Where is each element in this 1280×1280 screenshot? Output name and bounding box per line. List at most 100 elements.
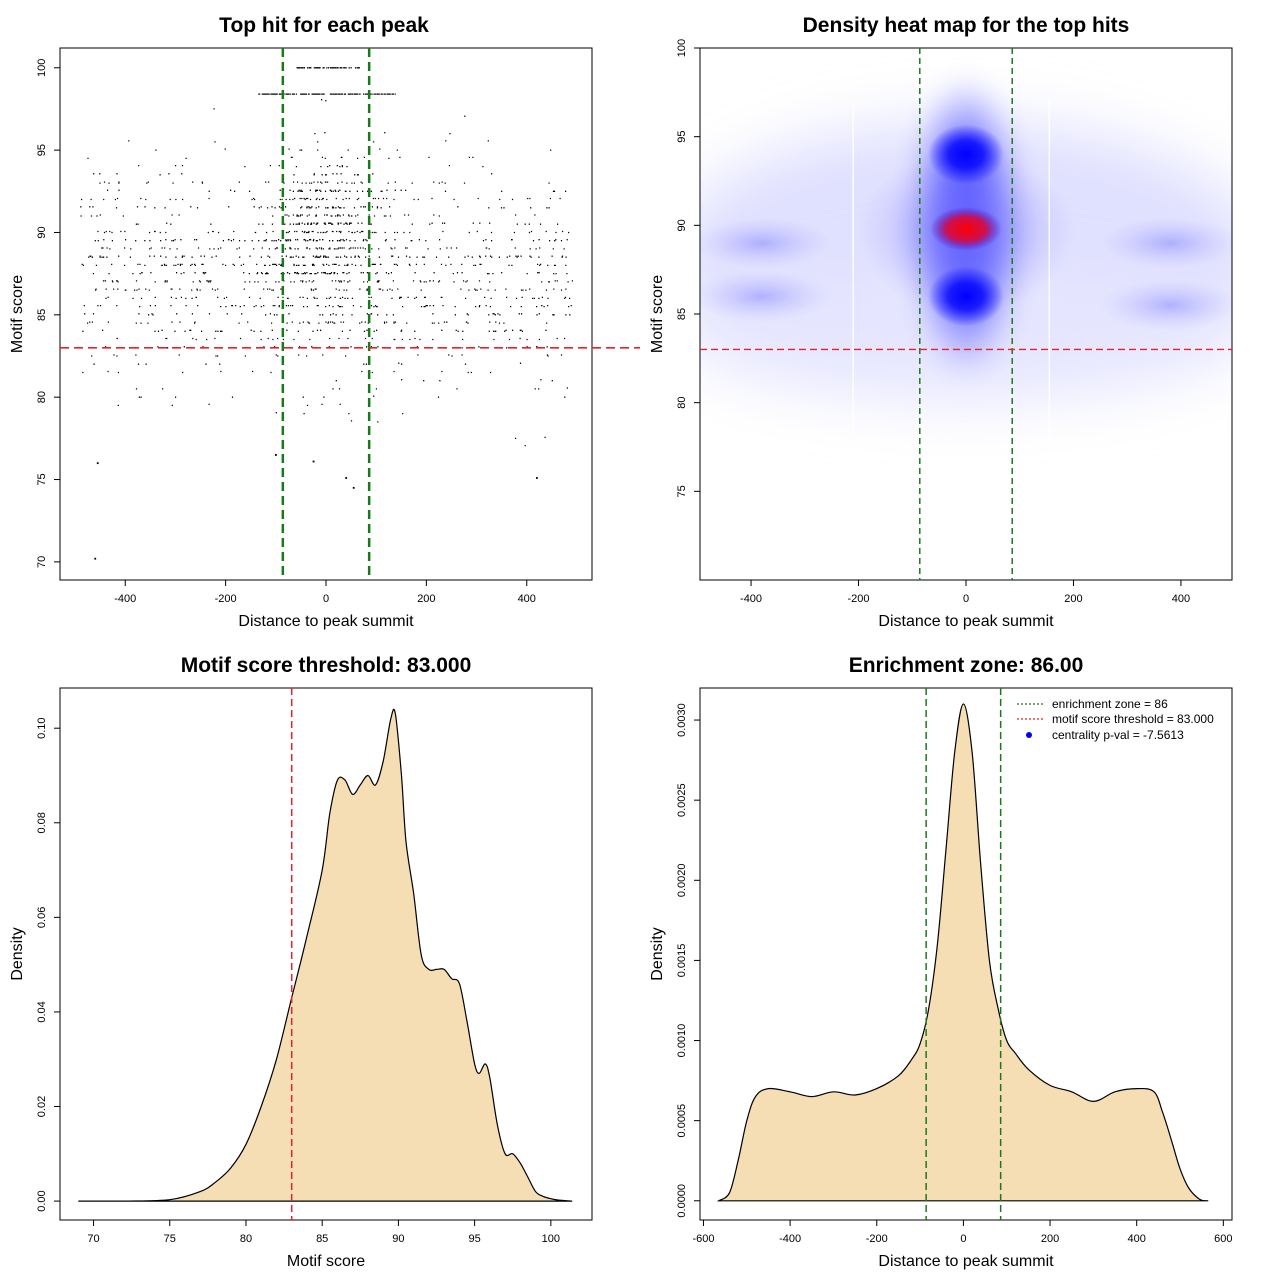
- distance-density-x-tick-label: 600: [1214, 1233, 1232, 1245]
- legend-label-enrichment-zone: enrichment zone = 86: [1052, 697, 1168, 711]
- heatmap-panel: Density heat map for the top hits -400 -2…: [649, 14, 1233, 630]
- scatter-outlier-point: [96, 462, 99, 465]
- score-density-x-tick-label: 90: [392, 1233, 404, 1245]
- scatter-x-tick-label: 0: [323, 593, 329, 605]
- distance-density-area: [716, 703, 1209, 1202]
- scatter-x-tick-label: 400: [518, 593, 536, 605]
- distance-density-x-axis: -600 -400 -200 0 200 400 600: [692, 1220, 1233, 1245]
- scatter-outlier-point: [275, 454, 277, 456]
- heatmap-hotspot-high: [928, 124, 1004, 185]
- score-density-x-axis: 70 75 80 85 90 95 100: [87, 1220, 560, 1245]
- scatter-reference-lines: [60, 48, 640, 580]
- score-density-y-tick-label: 0.00: [36, 1190, 48, 1211]
- heatmap-x-tick-label: 400: [1172, 593, 1190, 605]
- heatmap-x-label: Distance to peak summit: [878, 613, 1054, 630]
- legend-swatch-centrality-pval: [1026, 732, 1032, 738]
- heatmap-y-tick-label: 100: [676, 39, 688, 57]
- heatmap-x-axis: -400 -200 0 200 400: [740, 580, 1190, 605]
- scatter-y-tick-label: 70: [36, 556, 48, 568]
- score-density-x-tick-label: 100: [542, 1233, 560, 1245]
- heatmap-hotspot-low: [700, 270, 832, 323]
- distance-density-x-tick-label: 0: [960, 1233, 966, 1245]
- scatter-y-tick-label: 90: [36, 226, 48, 238]
- heatmap-y-label: Motif score: [649, 275, 666, 353]
- heatmap-x-tick-label: 0: [963, 593, 969, 605]
- scatter-y-tick-label: 100: [36, 59, 48, 77]
- scatter-plot-frame: [59, 47, 593, 581]
- score-density-y-label: Density: [9, 927, 26, 980]
- score-density-y-tick-label: 0.02: [36, 1096, 48, 1117]
- heatmap-y-tick-label: 85: [676, 308, 688, 320]
- scatter-points: [80, 67, 573, 560]
- scatter-y-tick-label: 95: [36, 144, 48, 156]
- legend-label-motif-threshold: motif score threshold = 83.000: [1052, 712, 1214, 726]
- heatmap-y-tick-label: 75: [676, 485, 688, 497]
- scatter-outlier-point: [535, 477, 538, 479]
- scatter-panel: Top hit for each peak -400 -200 0 200 400 70…: [9, 14, 640, 630]
- score-density-y-tick-label: 0.10: [36, 717, 48, 738]
- heatmap-reference-lines: [700, 48, 1232, 580]
- legend-label-centrality-pval: centrality p-val = -7.5613: [1052, 728, 1184, 742]
- score-density-x-tick-label: 75: [164, 1233, 176, 1245]
- heatmap-y-tick-label: 90: [676, 219, 688, 231]
- heatmap-title: Density heat map for the top hits: [803, 14, 1130, 37]
- distance-density-x-label: Distance to peak summit: [878, 1253, 1054, 1270]
- score-density-plot-frame: [59, 687, 593, 1221]
- heatmap-hotspot-high: [928, 266, 1004, 327]
- distance-density-y-tick-label: 0.0005: [676, 1104, 688, 1138]
- scatter-x-label: Distance to peak summit: [238, 613, 414, 630]
- heatmap-hotspot-low: [1100, 279, 1232, 332]
- scatter-point-cloud: [80, 99, 573, 447]
- distance-density-x-tick-label: -600: [692, 1233, 714, 1245]
- score-density-y-tick-label: 0.06: [36, 907, 48, 928]
- score-density-x-tick-label: 80: [240, 1233, 252, 1245]
- scatter-outlier-point: [94, 557, 97, 560]
- scatter-y-label: Motif score: [9, 275, 26, 353]
- heatmap-x-tick-label: 200: [1064, 593, 1082, 605]
- distance-density-y-tick-label: 0.0020: [676, 863, 688, 897]
- scatter-outlier-point: [345, 477, 348, 479]
- distance-density-y-axis: 0.0000 0.0005 0.0010 0.0015 0.0020 0.0025 0.00…: [676, 703, 700, 1218]
- scatter-x-tick-label: -200: [215, 593, 237, 605]
- distance-density-y-tick-label: 0.0010: [676, 1024, 688, 1058]
- heatmap-density-blobs: [700, 75, 1232, 440]
- scatter-x-tick-label: -400: [114, 593, 136, 605]
- heatmap-field: [700, 48, 1232, 580]
- scatter-x-axis: -400 -200 0 200 400: [114, 580, 536, 605]
- scatter-top-score-points: [258, 67, 396, 95]
- scatter-y-axis: 70 75 80 85 90 95 100: [36, 59, 60, 568]
- distance-density-panel: Enrichment zone: 86.00 -600 -400 -200 0 200 4…: [649, 654, 1233, 1270]
- scatter-y-tick-label: 80: [36, 391, 48, 403]
- score-density-title: Motif score threshold: 83.000: [181, 654, 472, 677]
- heatmap-hotspot-low: [1100, 217, 1232, 270]
- score-density-area: [78, 708, 573, 1202]
- score-density-x-tick-label: 95: [468, 1233, 480, 1245]
- distance-density-plot-frame: [699, 687, 1233, 1221]
- score-density-y-tick-label: 0.04: [36, 1001, 48, 1022]
- distance-density-y-tick-label: 0.0015: [676, 944, 688, 978]
- distance-density-reference-lines: [925, 688, 1002, 1220]
- scatter-outlier-point: [312, 460, 315, 463]
- scatter-y-tick-label: 85: [36, 309, 48, 321]
- distance-density-x-tick-label: -200: [866, 1233, 888, 1245]
- heatmap-y-axis: 75 80 85 90 95 100: [676, 39, 700, 497]
- distance-density-y-tick-label: 0.0025: [676, 783, 688, 817]
- distance-density-x-tick-label: 400: [1128, 1233, 1146, 1245]
- scatter-title: Top hit for each peak: [219, 14, 429, 37]
- score-density-y-tick-label: 0.08: [36, 812, 48, 833]
- score-density-y-axis: 0.00 0.02 0.04 0.06 0.08 0.10: [36, 717, 60, 1212]
- distance-density-legend: enrichment zone = 86 motif score thresho…: [1017, 697, 1214, 742]
- scatter-y-tick-label: 75: [36, 473, 48, 485]
- distance-density-x-tick-label: 200: [1041, 1233, 1059, 1245]
- heatmap-y-tick-label: 95: [676, 131, 688, 143]
- scatter-x-tick-label: 200: [417, 593, 435, 605]
- heatmap-hotspot-low: [700, 217, 832, 270]
- distance-density-y-tick-label: 0.0030: [676, 703, 688, 737]
- distance-density-y-label: Density: [649, 927, 666, 980]
- heatmap-y-tick-label: 80: [676, 397, 688, 409]
- distance-density-x-tick-label: -400: [779, 1233, 801, 1245]
- score-density-x-tick-label: 70: [87, 1233, 99, 1245]
- score-density-x-label: Motif score: [287, 1253, 365, 1270]
- heatmap-hotspot-max: [930, 206, 1002, 251]
